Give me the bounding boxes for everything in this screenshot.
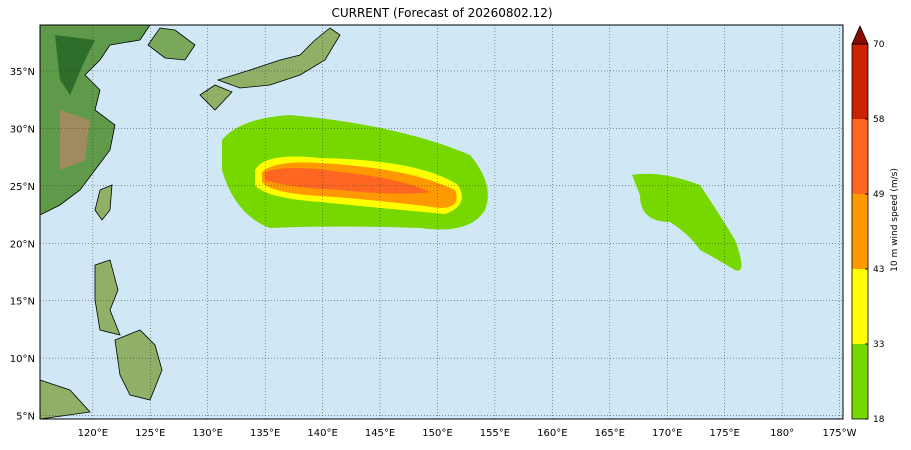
lat-tick-label: 35°N <box>10 67 35 78</box>
lon-tick-label: 130°E <box>193 428 223 439</box>
grid <box>40 25 843 419</box>
title: CURRENT (Forecast of 20260802.12) <box>331 6 552 20</box>
lon-tick-label: 170°E <box>652 428 682 439</box>
colorbar-segment <box>852 344 868 419</box>
colorbar-frame <box>851 43 869 420</box>
lon-tick-label: 175°E <box>709 428 739 439</box>
lat-tick-label: 30°N <box>10 124 35 135</box>
lon-tick-label: 120°E <box>78 428 108 439</box>
wind-field <box>222 115 742 271</box>
lon-tick-label: 180° <box>770 428 794 439</box>
lon-tick-label: 150°E <box>422 428 452 439</box>
lon-tick-label: 135°E <box>250 428 280 439</box>
lat-tick-label: 5°N <box>16 412 35 423</box>
lon-tick-label: 155°E <box>480 428 510 439</box>
lon-tick-label: 165°E <box>595 428 625 439</box>
colorbar-label: 10 m wind speed (m/s) <box>890 168 900 272</box>
lon-tick-label: 175°W <box>823 428 857 439</box>
lat-tick-label: 25°N <box>10 182 35 193</box>
colorbar-segment <box>852 119 868 194</box>
map-frame <box>39 24 844 420</box>
colorbar-segment <box>852 194 868 269</box>
lon-tick-label: 160°E <box>537 428 567 439</box>
colorbar-extension <box>851 25 869 45</box>
lon-tick-label: 125°E <box>135 428 165 439</box>
colorbar-tick-label: 70 <box>873 40 885 50</box>
colorbar-segment <box>852 269 868 344</box>
colorbar-tick-label: 49 <box>873 190 885 200</box>
colorbar-tick-label: 18 <box>873 415 885 425</box>
lat-tick-label: 10°N <box>10 354 35 365</box>
colorbar-segment <box>852 44 868 119</box>
lat-tick-label: 15°N <box>10 297 35 308</box>
colorbar-tick-label: 33 <box>873 340 884 350</box>
land <box>39 24 341 420</box>
colorbar-tick-label: 43 <box>873 265 884 275</box>
lon-tick-label: 145°E <box>365 428 395 439</box>
lon-tick-label: 140°E <box>307 428 337 439</box>
lat-tick-label: 20°N <box>10 239 35 250</box>
colorbar-tick-label: 58 <box>873 115 885 125</box>
